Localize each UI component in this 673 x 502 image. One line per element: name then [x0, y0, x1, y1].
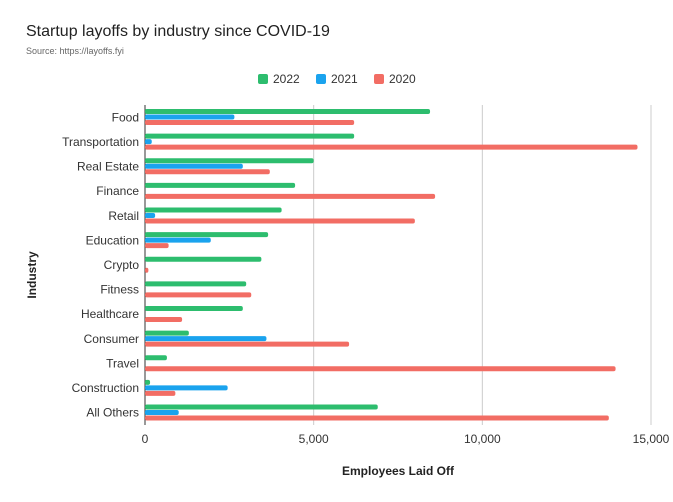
- y-tick-label: Crypto: [104, 258, 140, 272]
- legend-swatch-2022: [258, 74, 268, 84]
- y-tick-label: Finance: [96, 184, 139, 198]
- legend-label-2021: 2021: [331, 72, 358, 86]
- bar-2021-retail: [145, 213, 156, 219]
- bar-2022-retail: [145, 207, 282, 213]
- y-tick-label: Food: [112, 110, 139, 124]
- bar-2022-crypto: [145, 256, 262, 262]
- bar-2022-education: [145, 232, 269, 238]
- bar-2021-transportation: [145, 139, 152, 145]
- bar-2022-consumer: [145, 330, 189, 336]
- y-tick-label: Transportation: [62, 135, 139, 149]
- bar-2021-food: [145, 114, 235, 120]
- bar-2020-all-others: [145, 415, 609, 421]
- bar-2021-real-estate: [145, 163, 243, 169]
- x-tick-label: 10,000: [464, 432, 501, 446]
- y-tick-label: Construction: [72, 381, 139, 395]
- bar-2022-all-others: [145, 404, 378, 410]
- bar-2020-fitness: [145, 292, 252, 298]
- legend-swatch-2021: [316, 74, 326, 84]
- y-tick-label: Consumer: [84, 332, 139, 346]
- bar-2020-food: [145, 120, 355, 126]
- chart-subtitle: Source: https://layoffs.fyi: [26, 46, 124, 56]
- bar-2020-travel: [145, 366, 616, 372]
- bar-2022-fitness: [145, 281, 247, 287]
- y-tick-label: Healthcare: [81, 307, 139, 321]
- x-tick-label: 5,000: [299, 432, 329, 446]
- y-tick-label: Real Estate: [77, 160, 139, 174]
- bar-2021-consumer: [145, 336, 267, 342]
- x-tick-label: 15,000: [633, 432, 670, 446]
- y-tick-label: Retail: [108, 209, 139, 223]
- bar-2020-crypto: [145, 267, 149, 273]
- bar-2022-finance: [145, 182, 296, 188]
- y-tick-label: Travel: [106, 356, 139, 370]
- bar-2020-retail: [145, 218, 415, 224]
- bar-2022-construction: [145, 379, 151, 385]
- chart-title: Startup layoffs by industry since COVID-…: [26, 23, 330, 40]
- x-axis-title: Employees Laid Off: [342, 464, 455, 478]
- legend-swatch-2020: [374, 74, 384, 84]
- bar-2020-healthcare: [145, 316, 183, 322]
- y-tick-label: All Others: [86, 406, 139, 420]
- bar-2021-construction: [145, 385, 228, 391]
- bar-2021-all-others: [145, 409, 179, 415]
- bar-2022-travel: [145, 355, 167, 361]
- bar-2021-education: [145, 237, 211, 243]
- bar-2020-construction: [145, 390, 176, 396]
- legend-label-2020: 2020: [389, 72, 416, 86]
- bar-2022-transportation: [145, 133, 355, 139]
- bar-2020-transportation: [145, 144, 638, 150]
- bar-2020-finance: [145, 193, 436, 199]
- y-tick-label: Fitness: [100, 283, 139, 297]
- bar-2020-education: [145, 243, 169, 249]
- x-tick-label: 0: [142, 432, 149, 446]
- bar-2020-real-estate: [145, 169, 270, 175]
- legend-label-2022: 2022: [273, 72, 300, 86]
- y-tick-label: Education: [86, 233, 139, 247]
- bar-2022-food: [145, 109, 431, 115]
- y-axis-title: Industry: [25, 251, 39, 299]
- bar-2022-healthcare: [145, 305, 243, 311]
- bar-2020-consumer: [145, 341, 350, 347]
- bar-2022-real-estate: [145, 158, 314, 164]
